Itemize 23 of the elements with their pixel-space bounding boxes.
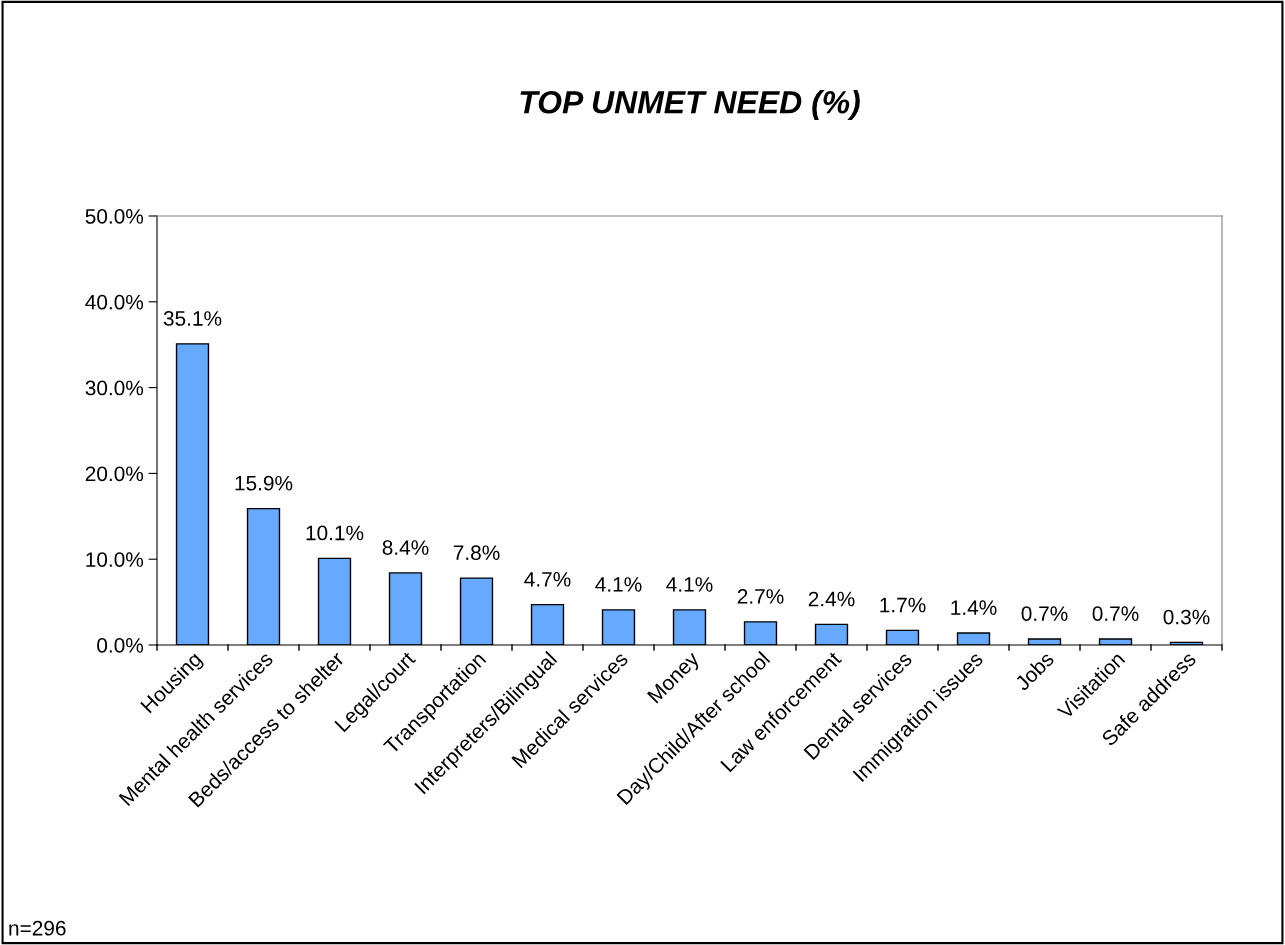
y-tick-label: 50.0% <box>85 209 144 224</box>
data-label: 35.1% <box>163 311 222 326</box>
data-label: 0.3% <box>1163 609 1210 625</box>
data-label: 8.4% <box>382 540 429 555</box>
text: n=296 <box>9 920 66 936</box>
data-label: 15.9% <box>235 475 293 491</box>
data-label: 4.1% <box>595 577 642 592</box>
data-label: 7.8% <box>453 545 500 561</box>
data-label: 0.7% <box>1021 606 1068 621</box>
data-label: 2.7% <box>737 589 784 604</box>
data-label: 10.1% <box>306 525 364 541</box>
y-tick-label: 10.0% <box>86 552 144 567</box>
y-tick-label: 20.0% <box>85 466 144 482</box>
data-label: 1.7% <box>880 597 926 613</box>
y-tick-label: 0.0% <box>97 638 144 653</box>
y-tick-label: 30.0% <box>85 380 144 396</box>
data-label: 0.7% <box>1092 606 1139 621</box>
data-label: 2.4% <box>808 591 855 607</box>
data-label: 4.1% <box>666 577 713 592</box>
y-tick-label: 40.0% <box>85 294 144 310</box>
data-label: 4.7% <box>524 572 571 587</box>
data-label: 1.4% <box>951 600 997 615</box>
chart-title: TOP UNMET NEED (%) <box>520 90 860 120</box>
